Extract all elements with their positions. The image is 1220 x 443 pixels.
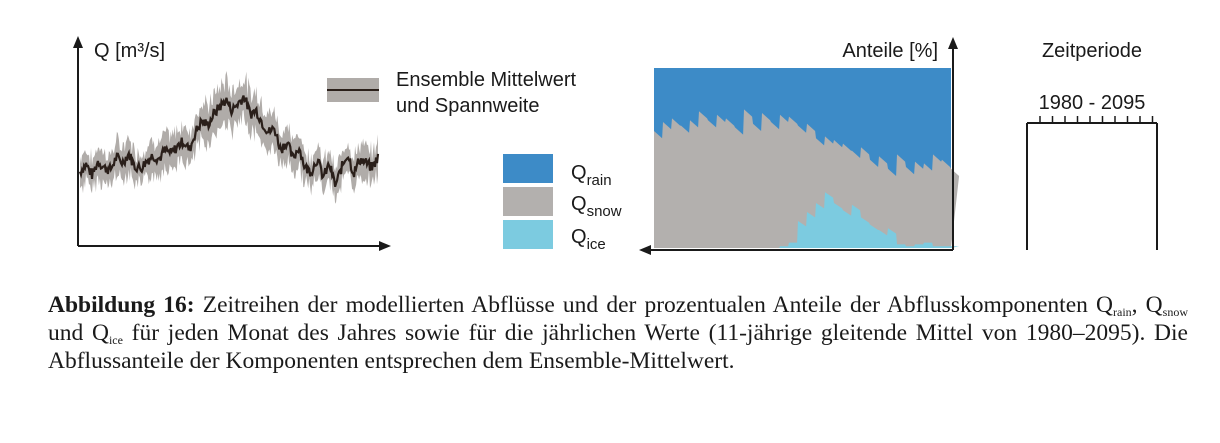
- shares-panel: Anteile [%]: [639, 37, 960, 255]
- caption-text-1: Zeitreihen der modellierten Abflüsse und…: [194, 292, 1113, 318]
- legend-label-ice: Qice: [571, 226, 606, 253]
- caption-text-3: und Q: [48, 320, 109, 346]
- shares-legend: Qrain Qsnow Qice: [503, 154, 622, 253]
- caption-label: Abbildung 16:: [48, 292, 195, 318]
- area-ice: [654, 192, 960, 248]
- ensemble-legend-label-2: und Spannweite: [396, 95, 539, 117]
- legend-swatch-snow: [503, 187, 553, 216]
- shares-y-arrow-icon: [948, 37, 958, 49]
- runoff-ensemble-mean-line: [78, 95, 380, 188]
- runoff-x-arrow-icon: [379, 241, 391, 251]
- time-period-panel: Zeitperiode 1980 - 2095: [1026, 40, 1158, 250]
- legend-label-snow: Qsnow: [571, 193, 622, 220]
- caption-sub-rain: rain: [1113, 305, 1132, 319]
- figure-caption: Abbildung 16: Zeitreihen der modellierte…: [48, 293, 1188, 374]
- time-period-title: Zeitperiode: [1042, 40, 1142, 62]
- caption-text-2: , Q: [1131, 292, 1163, 318]
- shares-y-label: Anteile [%]: [842, 40, 938, 62]
- legend-swatch-rain: [503, 154, 553, 183]
- caption-sub-ice: ice: [108, 333, 123, 347]
- ensemble-legend-label-1: Ensemble Mittelwert: [396, 69, 577, 91]
- runoff-y-label: Q [m³/s]: [94, 40, 165, 62]
- time-period-ticks: [1039, 116, 1154, 123]
- caption-sub-snow: snow: [1162, 305, 1188, 319]
- legend-swatch-ice: [503, 220, 553, 249]
- figure: Q [m³/s] Ensemble Mittelwert und Spannwe…: [73, 36, 1158, 255]
- shares-x-arrow-icon: [639, 245, 651, 255]
- runoff-ensemble-range-band: [80, 71, 378, 204]
- area-snow: [654, 109, 960, 249]
- legend-label-rain: Qrain: [571, 162, 612, 189]
- runoff-y-arrow-icon: [73, 36, 83, 48]
- runoff-panel: Q [m³/s] Ensemble Mittelwert und Spannwe…: [73, 36, 577, 251]
- time-period-range: 1980 - 2095: [1039, 92, 1146, 114]
- caption-text-4: für jeden Monat des Jahres sowie für die…: [48, 320, 1188, 374]
